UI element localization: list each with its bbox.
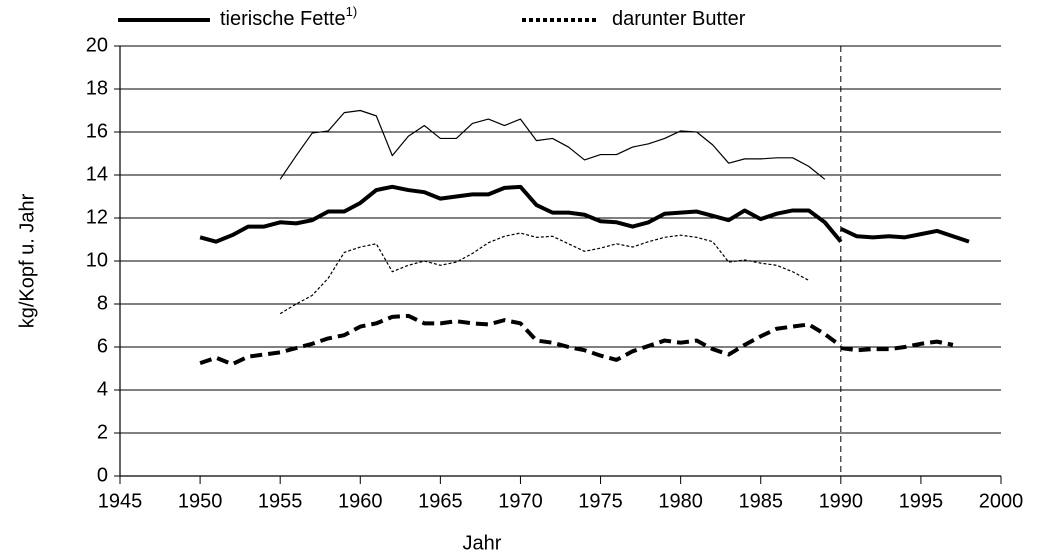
y-tick-label: 8: [97, 292, 108, 314]
x-tick-label: 1995: [899, 490, 944, 512]
x-tick-label: 1990: [819, 490, 864, 512]
x-tick-label: 1965: [418, 490, 463, 512]
legend-label: tierische Fette1): [220, 4, 357, 30]
y-tick-label: 10: [86, 249, 108, 271]
x-tick-label: 1950: [178, 490, 223, 512]
data-line: [840, 339, 954, 353]
x-tick-label: 1955: [258, 490, 303, 512]
data-line: [199, 313, 843, 367]
y-tick-label: 4: [97, 378, 108, 400]
x-axis-label: Jahr: [463, 532, 502, 554]
y-tick-label: 6: [97, 335, 108, 357]
data-line: [279, 109, 826, 180]
y-tick-label: 0: [97, 464, 108, 486]
x-tick-label: 1985: [738, 490, 783, 512]
data-line: [199, 184, 843, 244]
y-tick-label: 12: [86, 206, 108, 228]
y-tick-label: 16: [86, 120, 108, 142]
x-tick-label: 1945: [98, 490, 143, 512]
data-line: [279, 232, 810, 315]
y-tick-label: 20: [86, 34, 108, 56]
y-tick-label: 2: [97, 421, 108, 443]
legend-label: darunter Butter: [612, 8, 746, 30]
x-tick-label: 2000: [979, 490, 1024, 512]
footnote-mark: 1): [346, 4, 358, 19]
x-tick-label: 1980: [658, 490, 703, 512]
y-axis-label: kg/Kopf u. Jahr: [16, 193, 38, 328]
y-tick-label: 14: [86, 163, 108, 185]
x-tick-label: 1975: [578, 490, 623, 512]
data-line: [839, 226, 970, 244]
legend-text: tierische Fette: [220, 8, 346, 30]
x-tick-label: 1970: [498, 490, 543, 512]
legend-text: darunter Butter: [612, 8, 746, 30]
y-tick-label: 18: [86, 77, 108, 99]
x-tick-label: 1960: [338, 490, 383, 512]
